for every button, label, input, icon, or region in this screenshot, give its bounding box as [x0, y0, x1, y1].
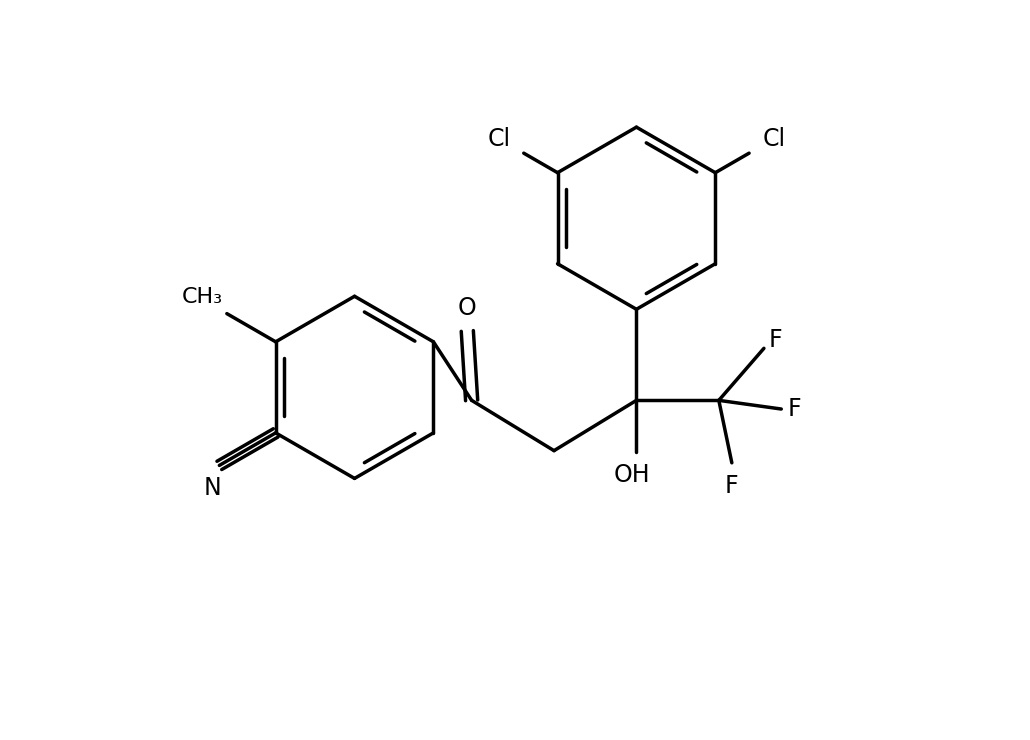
Text: O: O — [458, 296, 477, 320]
Text: F: F — [787, 397, 801, 421]
Text: OH: OH — [614, 462, 650, 487]
Text: F: F — [768, 328, 782, 352]
Text: N: N — [204, 476, 221, 500]
Text: Cl: Cl — [487, 127, 511, 151]
Text: CH₃: CH₃ — [181, 286, 222, 306]
Text: Cl: Cl — [762, 127, 786, 151]
Text: F: F — [725, 474, 739, 498]
